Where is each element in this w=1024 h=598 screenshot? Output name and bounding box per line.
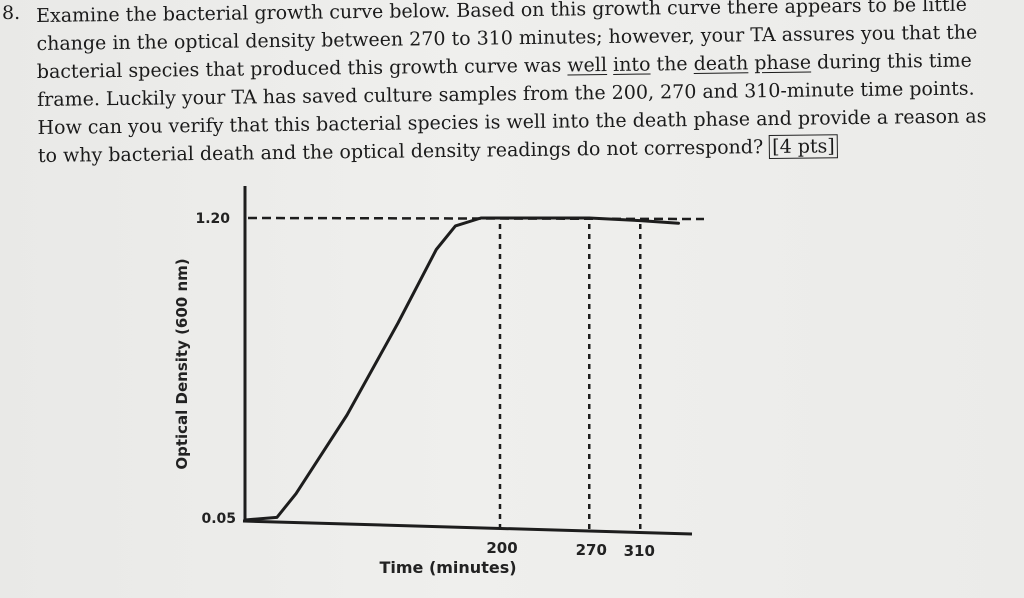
question-number: 8.: [2, 2, 21, 24]
x-tick-label: 270: [576, 541, 607, 559]
x-axis: [242, 519, 693, 536]
growth-curve-line: [243, 216, 680, 522]
x-axis-label: Time (minutes): [379, 558, 516, 577]
y-axis-label: Optical Density (600 nm): [173, 258, 191, 469]
y-tick-label: 1.20: [195, 211, 230, 227]
y-tick-label: 0.05: [201, 511, 236, 527]
x-tick-label: 200: [486, 539, 517, 557]
x-tick-label: 310: [624, 542, 655, 560]
